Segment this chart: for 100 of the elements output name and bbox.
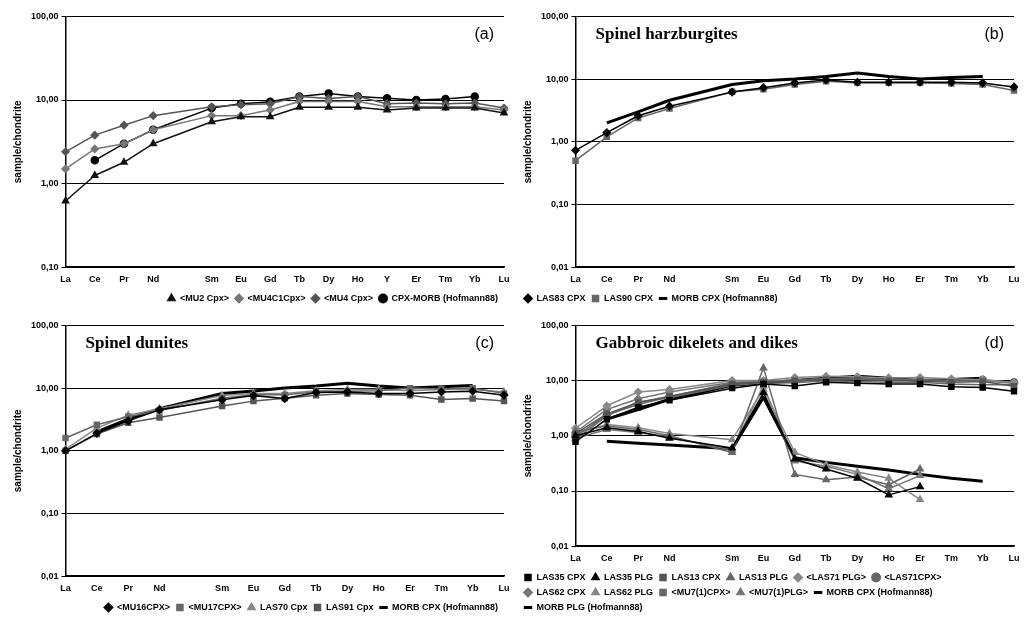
legend-label: CPX-MORB (Hofmann88) bbox=[391, 292, 499, 303]
x-tick-label: Pr bbox=[633, 553, 644, 564]
y-tick-label: 1,00 bbox=[41, 445, 59, 456]
legend-label: LAS91 Cpx bbox=[325, 601, 374, 612]
x-tick-label: Tb bbox=[310, 583, 323, 594]
x-tick-label: Er bbox=[411, 274, 422, 285]
x-tick-label: Sm bbox=[725, 274, 740, 285]
x-tick-label: Lu bbox=[1008, 274, 1020, 285]
x-tick-label: Tm bbox=[944, 553, 959, 564]
x-tick-label: Er bbox=[915, 274, 926, 285]
x-tick-label: Tm bbox=[944, 274, 959, 285]
x-tick-label: Yb bbox=[976, 553, 989, 564]
y-axis-title: sample/chondrite bbox=[521, 99, 533, 184]
legend-label: MORB CPX (Hofmann88) bbox=[671, 292, 778, 303]
annotation: (c) bbox=[475, 333, 494, 351]
x-tick-label: Nd bbox=[153, 583, 166, 594]
x-tick-label: Yb bbox=[976, 274, 989, 285]
annotation: (a) bbox=[474, 24, 494, 42]
x-tick-label: Dy bbox=[322, 274, 335, 285]
y-tick-label: 10,00 bbox=[36, 94, 59, 105]
x-tick-label: Er bbox=[915, 553, 926, 564]
y-tick-label: 100,00 bbox=[31, 319, 59, 330]
legend-label: LAS35 PLG bbox=[604, 571, 654, 582]
legend-label: LAS62 CPX bbox=[536, 586, 586, 597]
y-axis-title: sample/chondrite bbox=[11, 408, 23, 493]
x-tick-label: Ce bbox=[89, 274, 101, 285]
x-tick-label: La bbox=[570, 274, 582, 285]
x-tick-label: Yb bbox=[469, 274, 482, 285]
text: Spinel dunites bbox=[85, 333, 189, 353]
x-tick-label: Lu bbox=[1008, 553, 1020, 564]
legend-label: LAS35 CPX bbox=[536, 571, 586, 582]
x-tick-label: Tb bbox=[820, 553, 833, 564]
legend-label: <MU17CPX> bbox=[188, 601, 242, 612]
x-tick-label: Pr bbox=[633, 274, 644, 285]
x-tick-label: Ho bbox=[372, 583, 386, 594]
legend-label: MORB CPX (Hofmann88) bbox=[826, 586, 933, 597]
y-tick-label: 100,00 bbox=[31, 10, 59, 21]
x-tick-label: Dy bbox=[851, 274, 864, 285]
legend-label: LAS70 Cpx bbox=[259, 601, 308, 612]
x-tick-label: Tb bbox=[293, 274, 306, 285]
x-tick-label: Lu bbox=[498, 274, 510, 285]
x-tick-label: Ce bbox=[601, 274, 613, 285]
x-tick-label: Tm bbox=[438, 274, 453, 285]
y-tick-label: 100,00 bbox=[541, 10, 569, 21]
x-tick-label: Eu bbox=[757, 274, 770, 285]
y-tick-label: 0,10 bbox=[551, 198, 569, 209]
x-tick-label: Ce bbox=[91, 583, 103, 594]
y-tick-label: 1,00 bbox=[41, 178, 59, 189]
y-axis-title: sample/chondrite bbox=[11, 99, 23, 184]
x-tick-label: Nd bbox=[147, 274, 160, 285]
text: Gabbroic dikelets and dikes bbox=[595, 333, 799, 353]
x-tick-label: Dy bbox=[341, 583, 354, 594]
x-tick-label: Nd bbox=[663, 553, 676, 564]
x-tick-label: Yb bbox=[466, 583, 479, 594]
x-tick-label: Pr bbox=[123, 583, 134, 594]
x-tick-label: Tb bbox=[820, 274, 833, 285]
x-tick-label: Lu bbox=[498, 583, 510, 594]
legend-label: LAS13 CPX bbox=[671, 571, 721, 582]
x-tick-label: La bbox=[60, 583, 72, 594]
x-tick-label: Pr bbox=[119, 274, 130, 285]
legend-label: LAS83 CPX bbox=[536, 292, 586, 303]
x-tick-label: Sm bbox=[215, 583, 230, 594]
legend-label: MORB CPX (Hofmann88) bbox=[392, 601, 499, 612]
legend-label: LAS90 CPX bbox=[604, 292, 654, 303]
x-tick-label: Ho bbox=[882, 274, 896, 285]
y-tick-label: 0,01 bbox=[41, 570, 59, 581]
y-tick-label: 10,00 bbox=[546, 73, 569, 84]
legend-label: <MU4C1Cpx> bbox=[247, 292, 306, 303]
annotation: (b) bbox=[984, 24, 1004, 42]
annotation: (d) bbox=[984, 333, 1004, 351]
legend-label: <MU4 Cpx> bbox=[323, 292, 374, 303]
x-tick-label: Gd bbox=[788, 274, 802, 285]
x-tick-label: Er bbox=[405, 583, 416, 594]
x-tick-label: Tm bbox=[434, 583, 449, 594]
y-tick-label: 10,00 bbox=[546, 375, 569, 386]
x-tick-label: La bbox=[60, 274, 72, 285]
legend-label: <MU16CPX> bbox=[116, 601, 170, 612]
y-tick-label: 0,10 bbox=[41, 261, 59, 272]
x-tick-label: Eu bbox=[235, 274, 247, 285]
text: Spinel harzburgites bbox=[595, 24, 739, 44]
y-tick-label: 1,00 bbox=[551, 430, 569, 441]
x-tick-label: Ce bbox=[601, 553, 613, 564]
x-tick-label: Gd bbox=[788, 553, 802, 564]
x-tick-label: Sm bbox=[725, 553, 740, 564]
x-tick-label: Sm bbox=[204, 274, 219, 285]
x-tick-label: Ho bbox=[351, 274, 365, 285]
y-tick-label: 0,10 bbox=[41, 507, 59, 518]
y-tick-label: 100,00 bbox=[541, 319, 569, 330]
x-tick-label: Ho bbox=[882, 553, 896, 564]
legend-label: <LAS71CPX> bbox=[884, 571, 942, 582]
y-tick-label: 0,10 bbox=[551, 485, 569, 496]
legend-label: LAS13 PLG bbox=[739, 571, 789, 582]
x-tick-label: Eu bbox=[757, 553, 770, 564]
legend-label: <LAS71 PLG> bbox=[806, 571, 867, 582]
y-tick-label: 0,01 bbox=[551, 540, 569, 551]
legend-label: MORB PLG (Hofmann88) bbox=[536, 601, 643, 612]
y-tick-label: 10,00 bbox=[36, 382, 59, 393]
legend-label: <MU2 Cpx> bbox=[179, 292, 229, 303]
x-tick-label: Dy bbox=[851, 553, 864, 564]
legend-label: <MU7(1)PLG> bbox=[749, 586, 809, 597]
